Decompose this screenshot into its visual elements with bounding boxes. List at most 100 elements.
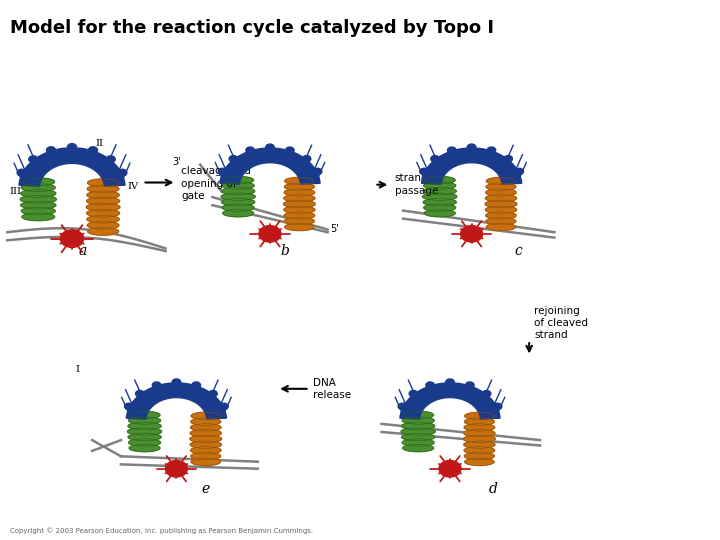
Ellipse shape	[222, 204, 254, 211]
Ellipse shape	[88, 179, 119, 187]
Ellipse shape	[464, 429, 495, 437]
Text: Model for the reaction cycle catalyzed by Topo I: Model for the reaction cycle catalyzed b…	[10, 19, 494, 37]
Ellipse shape	[129, 411, 160, 418]
Ellipse shape	[135, 390, 144, 397]
Ellipse shape	[284, 177, 314, 185]
Ellipse shape	[424, 204, 456, 211]
Ellipse shape	[153, 382, 161, 388]
Text: 5': 5'	[330, 225, 339, 234]
Text: e: e	[201, 482, 210, 496]
Ellipse shape	[284, 194, 315, 202]
Ellipse shape	[106, 156, 115, 163]
Text: II: II	[95, 139, 104, 147]
Ellipse shape	[86, 210, 120, 217]
Ellipse shape	[485, 206, 516, 213]
Ellipse shape	[464, 458, 494, 465]
Text: d: d	[489, 482, 498, 496]
Polygon shape	[421, 148, 522, 184]
Ellipse shape	[129, 444, 160, 452]
Ellipse shape	[118, 170, 127, 176]
Ellipse shape	[284, 189, 315, 196]
Ellipse shape	[87, 191, 120, 199]
Ellipse shape	[515, 168, 523, 175]
Ellipse shape	[190, 435, 222, 443]
Text: c: c	[515, 244, 522, 258]
Text: III: III	[10, 187, 22, 196]
Ellipse shape	[420, 168, 428, 175]
Ellipse shape	[125, 403, 133, 410]
Ellipse shape	[22, 184, 55, 192]
Ellipse shape	[284, 212, 315, 219]
Circle shape	[439, 461, 461, 477]
Ellipse shape	[485, 194, 516, 202]
Ellipse shape	[47, 147, 55, 153]
Ellipse shape	[222, 182, 254, 190]
Ellipse shape	[209, 390, 217, 397]
Ellipse shape	[313, 168, 322, 175]
Ellipse shape	[221, 193, 256, 200]
Ellipse shape	[68, 144, 76, 151]
Ellipse shape	[486, 212, 516, 219]
Ellipse shape	[286, 147, 294, 153]
Ellipse shape	[464, 447, 495, 454]
Ellipse shape	[402, 439, 434, 446]
Ellipse shape	[22, 178, 55, 186]
Ellipse shape	[504, 156, 513, 162]
Text: Copyright © 2003 Pearson Education, Inc. publishing as Pearson Benjamin Cummings: Copyright © 2003 Pearson Education, Inc.…	[10, 527, 313, 534]
Ellipse shape	[192, 382, 200, 388]
Ellipse shape	[86, 203, 120, 211]
Text: 3': 3'	[172, 157, 181, 167]
Ellipse shape	[17, 170, 26, 176]
Ellipse shape	[284, 183, 315, 191]
Text: I: I	[76, 366, 80, 374]
Ellipse shape	[191, 453, 221, 460]
Ellipse shape	[284, 206, 315, 213]
Ellipse shape	[129, 417, 161, 424]
Ellipse shape	[464, 441, 495, 448]
Ellipse shape	[29, 156, 38, 163]
Ellipse shape	[21, 190, 56, 197]
Ellipse shape	[128, 434, 161, 441]
Text: DNA
release: DNA release	[313, 377, 351, 400]
Ellipse shape	[284, 218, 315, 225]
Ellipse shape	[464, 453, 495, 460]
Ellipse shape	[246, 147, 254, 153]
Ellipse shape	[191, 424, 221, 431]
Ellipse shape	[402, 422, 435, 430]
Ellipse shape	[266, 144, 274, 151]
Ellipse shape	[222, 210, 253, 217]
Polygon shape	[220, 148, 320, 184]
Ellipse shape	[88, 227, 119, 235]
Ellipse shape	[424, 177, 455, 184]
Ellipse shape	[87, 215, 120, 223]
Ellipse shape	[190, 429, 221, 437]
Ellipse shape	[191, 458, 220, 465]
Polygon shape	[126, 383, 227, 419]
Ellipse shape	[409, 390, 418, 397]
Ellipse shape	[424, 210, 455, 217]
Ellipse shape	[87, 221, 119, 229]
Text: rejoining
of cleaved
strand: rejoining of cleaved strand	[534, 306, 588, 340]
Ellipse shape	[423, 199, 456, 206]
Ellipse shape	[128, 422, 161, 430]
Ellipse shape	[172, 379, 181, 386]
Ellipse shape	[402, 411, 433, 418]
Ellipse shape	[402, 417, 434, 424]
Ellipse shape	[284, 223, 314, 231]
Ellipse shape	[220, 403, 228, 410]
Ellipse shape	[218, 168, 227, 175]
Ellipse shape	[486, 223, 516, 231]
Ellipse shape	[423, 193, 457, 200]
Ellipse shape	[86, 197, 120, 205]
Ellipse shape	[486, 189, 516, 196]
Polygon shape	[19, 148, 125, 186]
Ellipse shape	[486, 177, 516, 185]
Ellipse shape	[87, 185, 119, 193]
Ellipse shape	[482, 390, 491, 397]
Circle shape	[166, 461, 187, 477]
Ellipse shape	[423, 187, 456, 195]
Ellipse shape	[493, 403, 502, 410]
Text: IV: IV	[127, 182, 139, 191]
Ellipse shape	[464, 412, 494, 420]
Ellipse shape	[21, 201, 56, 209]
